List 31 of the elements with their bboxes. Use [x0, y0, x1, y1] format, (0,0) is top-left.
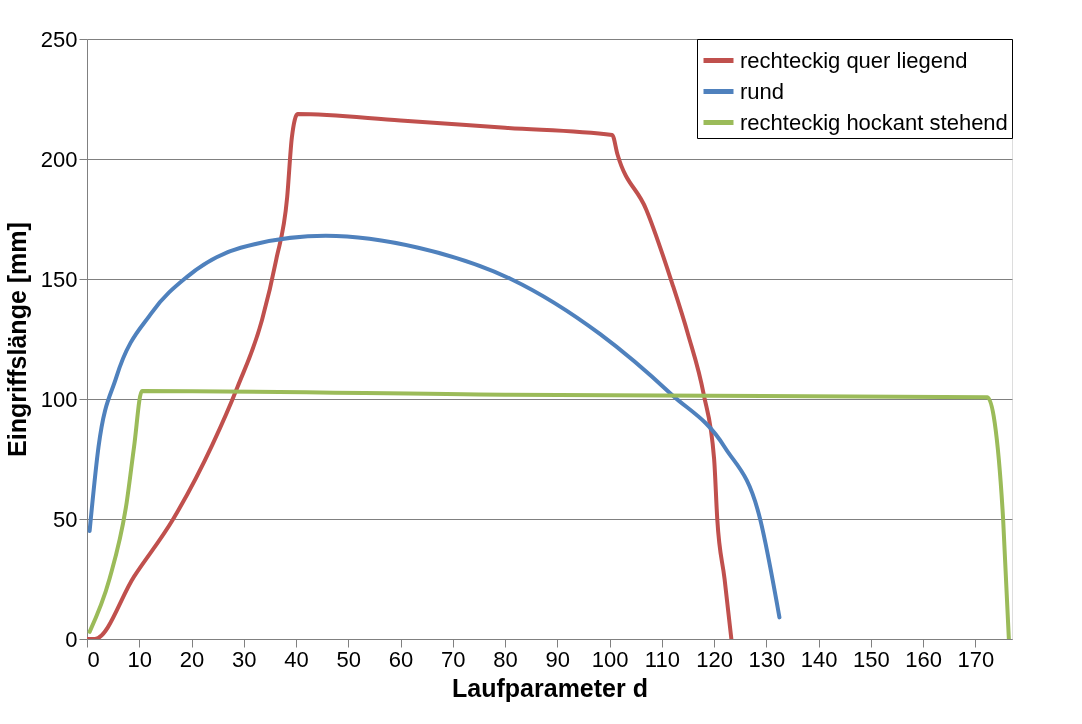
y-tick-label: 100 [40, 386, 78, 412]
line-series [87, 233, 782, 620]
line-series [87, 112, 734, 639]
x-tick-label: 0 [87, 646, 100, 672]
x-tick-label: 70 [441, 646, 466, 672]
x-tick-label: 150 [853, 646, 890, 672]
x-tick-label: 120 [696, 646, 733, 672]
y-tick-label: 200 [40, 146, 78, 172]
x-tick-label: 40 [284, 646, 309, 672]
x-tick-label: 60 [388, 646, 414, 672]
x-tick-label: 110 [644, 646, 680, 672]
x-tick-label: 130 [748, 646, 786, 672]
x-tick-label: 10 [127, 646, 152, 672]
x-tick-label: 170 [957, 646, 995, 672]
x-tick-label: 30 [232, 646, 257, 672]
legend-label: rechteckig hockant stehend [740, 109, 1008, 135]
legend-label: rund [740, 78, 785, 104]
x-tick-label: 140 [800, 646, 838, 672]
x-tick-label: 20 [179, 646, 205, 672]
y-tick-label: 150 [40, 266, 78, 292]
y-tick-label: 50 [53, 506, 78, 532]
x-tick-label: 160 [905, 646, 943, 672]
y-axis-title: Eingriffslänge [mm] [2, 222, 31, 457]
legend-label: rechteckig quer liegend [740, 47, 968, 73]
x-tick-label: 50 [336, 646, 362, 672]
x-axis-title: Laufparameter d [452, 673, 648, 702]
y-tick-label: 250 [40, 26, 78, 52]
x-tick-label: 80 [493, 646, 518, 672]
x-tick-label: 100 [591, 646, 629, 672]
y-tick-label: 0 [65, 626, 78, 652]
x-tick-label: 90 [545, 646, 571, 672]
